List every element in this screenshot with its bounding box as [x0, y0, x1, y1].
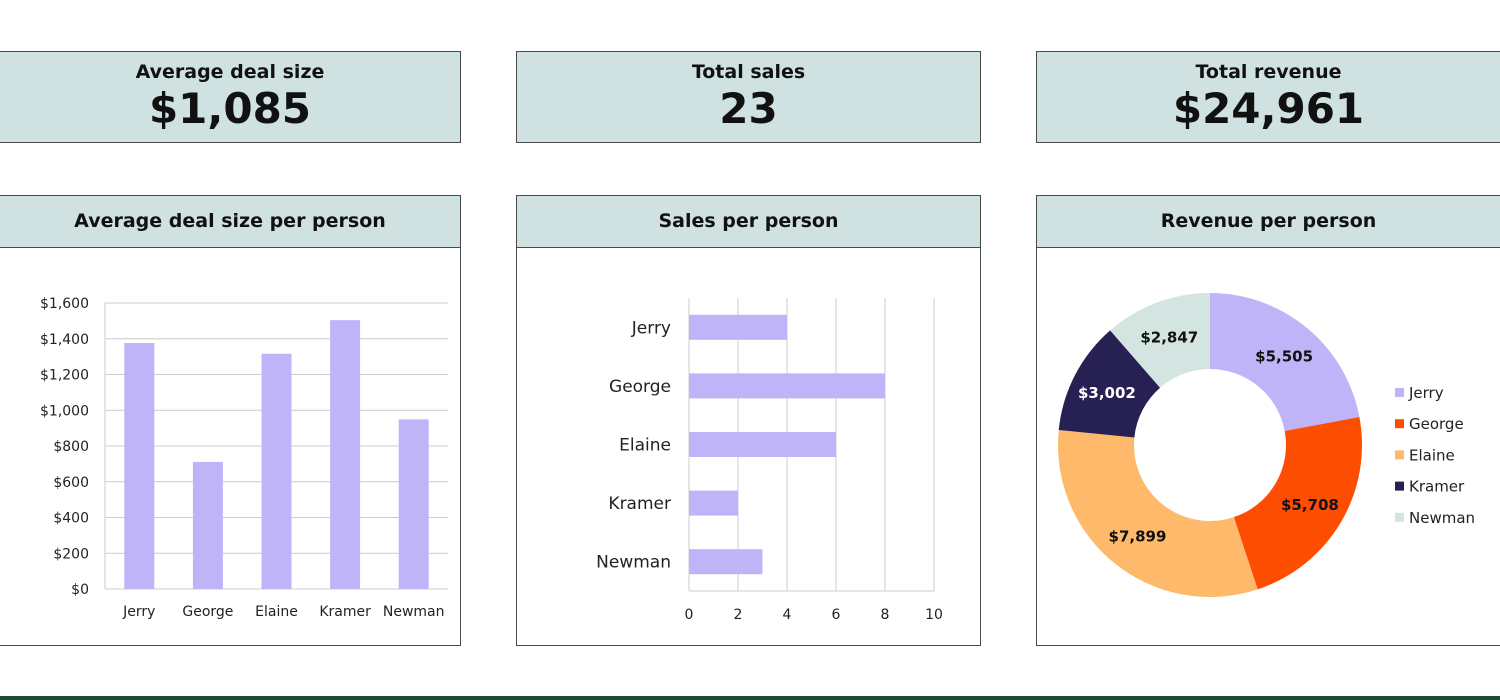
avg-deal-size-chart-panel: Average deal size per person $0 $200 $400 $…	[0, 195, 461, 646]
legend-label: Newman	[1409, 509, 1475, 527]
sales-per-person-bar-chart: 0 2 4 6 8 10 Jerry George Elaine Kramer Newman	[596, 298, 943, 623]
x-tick-label: 8	[881, 607, 890, 623]
x-tick-label: 4	[783, 607, 792, 623]
kpi-value: $1,085	[148, 84, 312, 133]
legend-label: George	[1409, 415, 1464, 433]
legend-label: Jerry	[1408, 384, 1444, 402]
bar-kramer	[689, 490, 738, 516]
kpi-total-revenue: Total revenue $24,961	[1036, 51, 1500, 143]
slice-data-label: $5,708	[1281, 496, 1339, 514]
kpi-value: $24,961	[1172, 84, 1365, 133]
legend-swatch	[1395, 481, 1404, 491]
slice-jerry	[1210, 293, 1360, 432]
y-tick-label: $1,400	[40, 332, 89, 348]
kpi-title: Average deal size	[135, 61, 325, 83]
y-tick-label: $800	[53, 439, 89, 455]
y-tick-label: $200	[53, 546, 89, 562]
x-tick-label: Jerry	[122, 604, 155, 620]
legend-swatch	[1395, 450, 1404, 460]
slice-newman	[1110, 293, 1210, 388]
bar-jerry	[689, 314, 787, 340]
chart-title: Average deal size per person	[0, 196, 460, 248]
x-tick-label: Elaine	[255, 604, 298, 620]
y-tick-label: $1,200	[40, 368, 89, 384]
legend-label: Elaine	[1409, 446, 1455, 464]
chart-title: Sales per person	[517, 196, 980, 248]
avg-deal-size-bar-chart: $0 $200 $400 $600 $800 $1,000 $1,200 $1,400 $1,6…	[40, 296, 448, 620]
y-tick-label: $600	[53, 475, 89, 491]
x-tick-label: 10	[925, 607, 943, 623]
y-tick-label: $1,000	[40, 403, 89, 419]
slice-kramer	[1058, 330, 1161, 438]
kpi-title: Total revenue	[1195, 61, 1342, 83]
legend-label: Kramer	[1409, 478, 1465, 496]
slice-data-label: $7,899	[1109, 528, 1167, 546]
bar-george	[689, 373, 885, 399]
sales-per-person-chart-panel: Sales per person 0 2 4 6 8 10 Jerry George Elain…	[516, 195, 981, 646]
revenue-per-person-chart-panel: Revenue per person $5,505 $5,708 $7,899 $3,…	[1036, 195, 1500, 646]
bar-elaine	[261, 353, 292, 589]
x-tick-label: 6	[832, 607, 841, 623]
kpi-value: 23	[719, 84, 778, 133]
y-category-label: Elaine	[619, 436, 671, 456]
y-category-label: Jerry	[631, 318, 671, 338]
x-tick-label: George	[182, 604, 233, 620]
y-category-label: Newman	[596, 553, 671, 573]
bar-george	[192, 461, 223, 589]
y-tick-label: $400	[53, 511, 89, 527]
x-tick-label: 2	[734, 607, 743, 623]
legend-swatch	[1395, 419, 1404, 429]
legend-swatch	[1395, 388, 1404, 397]
kpi-title: Total sales	[691, 61, 806, 83]
x-tick-label: Newman	[383, 604, 445, 620]
x-tick-label: 0	[685, 607, 694, 623]
slice-data-label: $2,847	[1140, 328, 1198, 346]
x-tick-label: Kramer	[319, 604, 371, 620]
slice-data-label: $5,505	[1255, 348, 1313, 366]
y-tick-label: $1,600	[40, 296, 89, 312]
bar-kramer	[330, 320, 361, 589]
bar-newman	[689, 549, 763, 575]
chart-title: Revenue per person	[1037, 196, 1500, 248]
bar-newman	[398, 419, 429, 589]
slice-elaine	[1058, 430, 1258, 597]
kpi-average-deal-size: Average deal size $1,085	[0, 51, 461, 143]
y-category-label: Kramer	[608, 494, 671, 514]
bottom-divider	[0, 696, 1500, 700]
slice-george	[1233, 417, 1362, 590]
y-category-label: George	[609, 377, 671, 397]
bar-jerry	[124, 343, 155, 589]
slice-data-label: $3,002	[1078, 384, 1136, 402]
legend-swatch	[1395, 512, 1404, 522]
y-tick-label: $0	[71, 582, 89, 598]
kpi-total-sales: Total sales 23	[516, 51, 981, 143]
bar-elaine	[689, 432, 836, 457]
revenue-per-person-donut-chart: $5,505 $5,708 $7,899 $3,002 $2,847 Jerry Georg…	[1058, 293, 1475, 597]
